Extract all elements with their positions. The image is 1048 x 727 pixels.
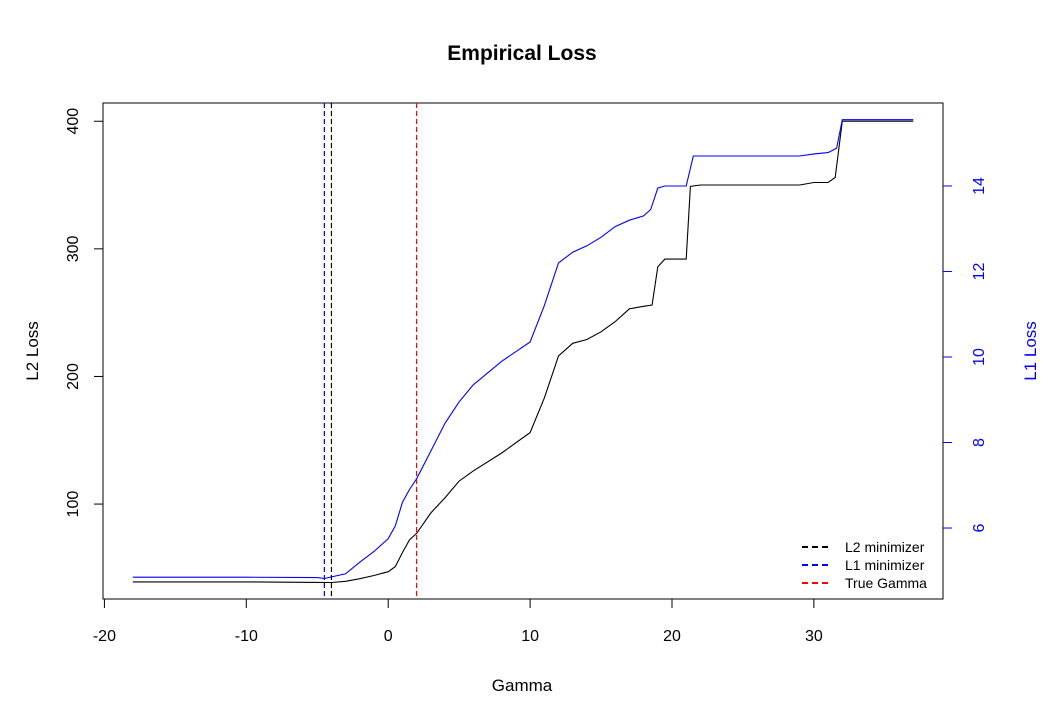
legend-label: L2 minimizer	[845, 539, 925, 555]
series-layer	[132, 119, 914, 584]
y-left-tick-label: 200	[65, 363, 82, 390]
y-left-tick-label: 400	[65, 108, 82, 135]
x-tick-label: 10	[521, 628, 539, 645]
y-left-tick-label: 100	[65, 491, 82, 518]
plot-area	[102, 102, 944, 600]
x-tick-label: -10	[235, 628, 258, 645]
chart-title: Empirical Loss	[447, 42, 596, 65]
x-tick-label: 20	[663, 628, 681, 645]
y-right-tick-label: 12	[971, 263, 988, 281]
legend-label: L1 minimizer	[845, 557, 925, 573]
x-tick-label: 30	[805, 628, 823, 645]
x-axis-label: Gamma	[492, 676, 553, 695]
y-axis-right: 6 8 10 12 14	[943, 177, 988, 532]
x-tick-label: 0	[384, 628, 393, 645]
y-right-tick-label: 6	[971, 523, 988, 532]
y-right-tick-label: 8	[971, 438, 988, 447]
y-left-tick-label: 300	[65, 235, 82, 262]
y-axis-right-label: L1 Loss	[1021, 321, 1040, 381]
legend-label: True Gamma	[845, 575, 927, 591]
legend: L2 minimizer L1 minimizer True Gamma	[802, 539, 927, 591]
x-tick-label: -20	[93, 628, 116, 645]
vlines-layer	[323, 103, 418, 599]
series-line-l1-loss	[132, 119, 914, 580]
y-right-tick-label: 14	[971, 177, 988, 195]
x-axis: -20 -10 0 10 20 30	[93, 598, 823, 645]
y-axis-left: 100 200 300 400	[65, 108, 103, 518]
y-axis-left-label: L2 Loss	[23, 321, 42, 381]
series-line-l2-loss	[132, 120, 914, 584]
y-right-tick-label: 10	[971, 348, 988, 366]
